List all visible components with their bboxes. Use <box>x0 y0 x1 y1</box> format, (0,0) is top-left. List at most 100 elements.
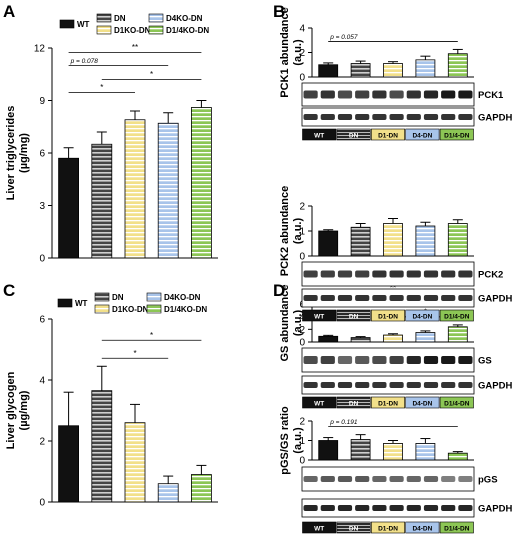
blot-band <box>372 114 387 120</box>
blot-band <box>372 295 387 301</box>
lane-label-box <box>439 128 474 141</box>
bar <box>124 422 146 503</box>
blot-band <box>389 476 404 482</box>
y-tick-label: 6 <box>39 315 45 326</box>
blot-band <box>389 295 404 301</box>
y-tick-label: 12 <box>34 44 46 55</box>
lane-label-box <box>302 521 337 534</box>
lane-label-box <box>370 396 405 409</box>
blot-band <box>423 382 439 388</box>
y-axis-label: Liver triglycerides(µg/mg) <box>5 106 30 201</box>
blot-band <box>303 270 318 278</box>
lane-label: D4-DN <box>412 314 432 321</box>
blot-band <box>303 382 318 388</box>
blot-band <box>389 356 404 364</box>
chart-liver-glycogen: 0 2 4 6 Liver glycogen(µg/mg) * * <box>5 315 218 509</box>
blot-band <box>458 356 473 364</box>
lane-label: DN <box>349 133 359 140</box>
panel-letter-c: C <box>3 281 15 300</box>
legend-swatch <box>57 298 73 308</box>
y-tick-label: 3 <box>39 201 45 212</box>
lane-label: D1/4-DN <box>444 133 470 140</box>
blot-band <box>389 114 404 120</box>
bar <box>58 157 79 259</box>
legend-swatch <box>146 292 162 302</box>
y-tick-label: 9 <box>39 96 45 107</box>
lane-label-box <box>370 128 405 141</box>
lane-label-box <box>405 396 440 409</box>
legend-label: WT <box>77 20 90 29</box>
lane-label-box <box>405 521 440 534</box>
legend-swatch <box>94 292 110 302</box>
blot-band <box>441 505 456 511</box>
bar <box>415 59 436 78</box>
blot-band <box>406 476 421 482</box>
blot-band <box>372 90 387 99</box>
lane-label-box <box>336 128 371 141</box>
blot-band <box>355 114 370 120</box>
blot-band <box>320 90 335 99</box>
blot-band <box>441 114 456 120</box>
legend-swatch <box>148 25 164 35</box>
blot-band <box>355 90 370 99</box>
lane-label-box <box>336 521 371 534</box>
blot-strip <box>301 375 475 395</box>
blot-band <box>423 90 439 99</box>
blot-band <box>406 114 421 120</box>
blot-label: GAPDH <box>478 504 512 515</box>
bar <box>415 225 436 257</box>
blot-band <box>372 270 387 278</box>
lane-label: WT <box>314 526 324 533</box>
lane-label: D4-DN <box>412 401 432 408</box>
y-tick-label: 2 <box>299 48 305 59</box>
y-tick-label: 6 <box>39 149 45 160</box>
lane-label: WT <box>314 133 324 140</box>
blot-band <box>337 114 353 120</box>
blot-label: GAPDH <box>478 381 512 392</box>
blot-band <box>458 382 473 388</box>
y-tick-label: 0 <box>299 252 305 263</box>
legend-label: D4KO-DN <box>164 293 201 302</box>
y-tick-label: 2 <box>299 325 305 336</box>
blot-band <box>458 114 473 120</box>
blot-band <box>423 114 439 120</box>
blot-band <box>303 295 318 301</box>
blot-label: PCK1 <box>478 90 504 101</box>
blot-band <box>320 295 335 301</box>
blot-band <box>372 476 387 482</box>
blot-band <box>303 476 318 482</box>
lane-label-box <box>439 309 474 322</box>
significance-label: ** <box>390 283 396 292</box>
blot-band <box>320 476 335 482</box>
legend-label: D1/4KO-DN <box>164 305 207 314</box>
lane-label-box <box>439 396 474 409</box>
blot-label: PCK2 <box>478 270 503 281</box>
lane-label-box <box>302 128 337 141</box>
legend-panel-c: WT DN D1KO-DN D4KO-DN D1/4KO-DN <box>57 292 207 314</box>
bar <box>415 332 436 343</box>
y-axis-label: GS abundance(a.u.) <box>279 284 304 361</box>
lane-label: D1/4-DN <box>444 401 470 408</box>
blot-band <box>355 382 370 388</box>
lane-label: WT <box>314 401 324 408</box>
legend-label: DN <box>112 293 124 302</box>
y-tick-label: 2 <box>299 202 305 213</box>
bar <box>190 107 212 259</box>
y-tick-label: 0 <box>39 498 45 509</box>
y-tick-label: 4 <box>39 376 45 387</box>
legend-label: D1/4KO-DN <box>166 26 209 35</box>
blot-band <box>355 270 370 278</box>
lane-label-box <box>302 396 337 409</box>
blot-band <box>441 270 456 278</box>
y-tick-label: 1 <box>299 436 305 447</box>
blot-band <box>406 270 421 278</box>
lane-label: D1-DN <box>378 401 398 408</box>
blot-band <box>389 270 404 278</box>
bar <box>124 119 146 259</box>
blot-band <box>458 270 473 278</box>
lane-label-box <box>405 128 440 141</box>
blot-band <box>355 295 370 301</box>
blot-band <box>441 382 456 388</box>
blot-band <box>423 476 439 482</box>
blot-band <box>337 505 353 511</box>
